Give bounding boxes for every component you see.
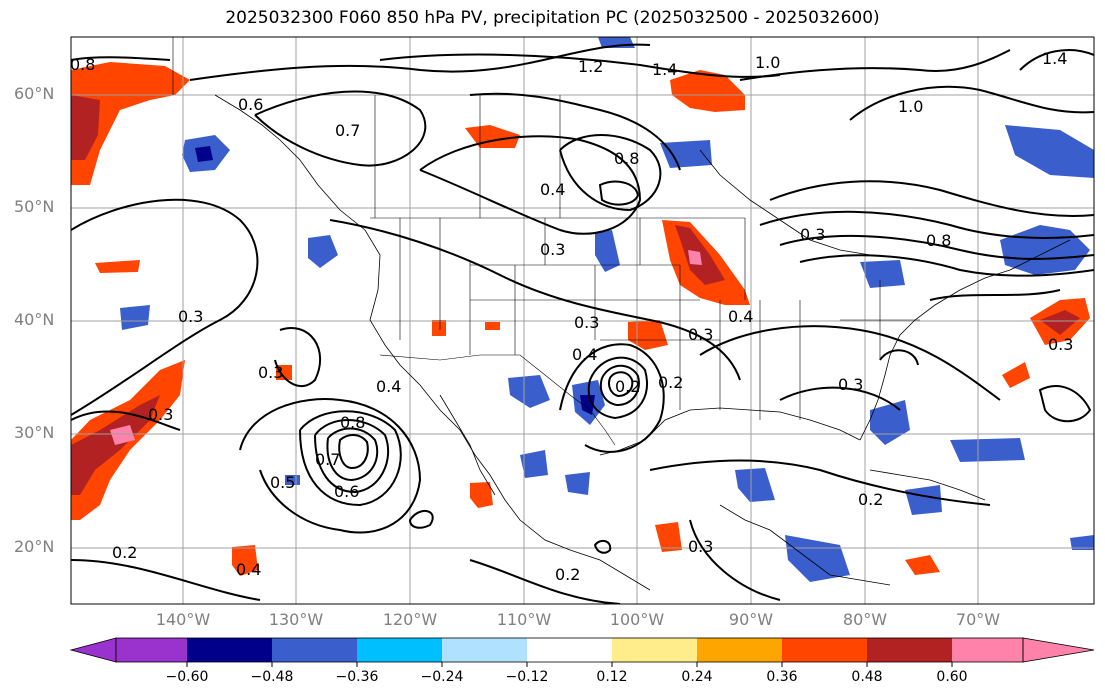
contour-label: 1.0: [755, 53, 780, 72]
contour-label: 0.3: [688, 537, 713, 556]
graticule: [71, 37, 1094, 604]
contour-label: 0.2: [555, 565, 580, 584]
colorbar-segment: [187, 638, 272, 662]
colorbar-segment: [612, 638, 697, 662]
colorbar-tick-label: −0.36: [335, 669, 379, 685]
lat-label: 20°N: [14, 537, 55, 556]
colorbar-segment: [272, 638, 357, 662]
contour-label: 0.2: [658, 373, 683, 392]
colorbar-tick-label: 0.36: [766, 669, 798, 685]
contour-label: 0.2: [112, 543, 137, 562]
contour-labels: 0.8 0.6 0.7 0.4 0.3 0.3 0.3 0.3 1.2 1.4 …: [70, 49, 1073, 584]
lon-label: 70°W: [955, 610, 1001, 629]
contour-label: 0.6: [334, 482, 359, 501]
colorbar-segment: [357, 638, 442, 662]
colorbar-tick-label: 0.12: [596, 669, 628, 685]
precip-positive-shading: [71, 62, 1090, 576]
contour-label: 0.4: [376, 377, 401, 396]
contour-label: 0.3: [540, 240, 565, 259]
map-title: 2025032300 F060 850 hPa PV, precipitatio…: [225, 8, 880, 28]
contour-label: 1.4: [652, 60, 677, 79]
colorbar-segment: [867, 638, 952, 662]
colorbar-tick-label: 0.24: [681, 669, 713, 685]
contour-label: 0.8: [926, 231, 951, 250]
contour-label: 0.3: [258, 363, 283, 382]
precip-negative-shading: [120, 37, 1094, 582]
lon-label: 90°W: [728, 610, 774, 629]
contour-label: 0.4: [728, 307, 753, 326]
lon-label: 110°W: [496, 610, 552, 629]
contour-label: 0.8: [340, 413, 365, 432]
lat-label: 60°N: [14, 84, 55, 103]
contour-label: 0.3: [148, 405, 173, 424]
contour-label: 0.7: [335, 121, 360, 140]
contour-label: 0.8: [614, 149, 639, 168]
contour-label: 0.5: [270, 473, 295, 492]
contour-label: 0.3: [688, 325, 713, 344]
contour-label: 0.2: [615, 377, 640, 396]
contour-label: 0.4: [236, 560, 261, 579]
political-borders: [172, 37, 920, 446]
colorbar-segment: [952, 638, 1023, 662]
contour-label: 0.3: [178, 307, 203, 326]
lon-label: 130°W: [268, 610, 324, 629]
colorbar-segment: [697, 638, 782, 662]
contour-label: 1.2: [578, 57, 603, 76]
colorbar-tick-label: −0.24: [420, 669, 464, 685]
colorbar: [69, 637, 1095, 667]
contour-label: 1.0: [898, 97, 923, 116]
contour-label: 1.4: [1042, 49, 1067, 68]
contour-label: 0.2: [858, 490, 883, 509]
colorbar-tick-label: −0.60: [165, 669, 209, 685]
contour-label: 0.8: [70, 55, 95, 74]
lon-label: 120°W: [382, 610, 438, 629]
contour-label: 0.6: [238, 95, 263, 114]
contour-label: 0.3: [1048, 335, 1073, 354]
contour-label: 0.3: [838, 375, 863, 394]
colorbar-segment: [442, 638, 527, 662]
map-frame: [70, 36, 1095, 605]
contour-label: 0.4: [540, 180, 565, 199]
contour-label: 0.3: [800, 225, 825, 244]
colorbar-segment: [116, 638, 187, 662]
colorbar-segment: [527, 638, 612, 662]
lat-label: 50°N: [14, 197, 55, 216]
contour-label: 0.3: [574, 313, 599, 332]
pv-contours: [71, 43, 1094, 604]
colorbar-under-arrow: [69, 637, 117, 663]
colorbar-tick-label: 0.60: [936, 669, 968, 685]
colorbar-tick-label: −0.48: [250, 669, 294, 685]
colorbar-over-arrow: [1022, 637, 1095, 663]
lon-label: 140°W: [155, 610, 211, 629]
lon-label: 100°W: [609, 610, 665, 629]
lat-label: 40°N: [14, 310, 55, 329]
contour-label: 0.4: [572, 345, 597, 364]
lon-label: 80°W: [842, 610, 888, 629]
lat-label: 30°N: [14, 423, 55, 442]
colorbar-segment: [782, 638, 867, 662]
colorbar-tick-label: 0.48: [851, 669, 883, 685]
contour-label: 0.7: [315, 450, 340, 469]
colorbar-tick-label: −0.12: [505, 669, 549, 685]
